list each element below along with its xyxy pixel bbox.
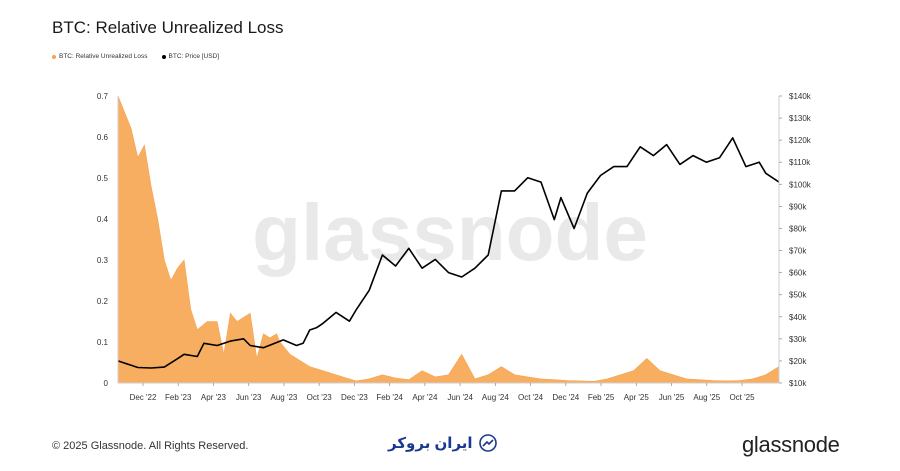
x-tick-label: Jun '23 <box>236 393 262 402</box>
y-left-tick-label: 0.4 <box>97 215 109 224</box>
x-tick-label: Dec '22 <box>130 393 157 402</box>
y-left-tick-label: 0.7 <box>97 92 109 101</box>
x-tick-label: Feb '23 <box>165 393 192 402</box>
x-tick-label: Oct '24 <box>518 393 544 402</box>
x-tick-label: Dec '23 <box>341 393 368 402</box>
brand-logo: glassnode <box>742 432 840 457</box>
y-right-tick-label: $50k <box>789 291 807 300</box>
y-left-tick-label: 0.3 <box>97 256 109 265</box>
series-btc-price-line <box>117 137 780 369</box>
copyright-text: © 2025 Glassnode. All Rights Reserved. <box>52 440 249 452</box>
chart-title: BTC: Relative Unrealized Loss <box>52 18 284 37</box>
y-right-tick-label: $20k <box>789 357 807 366</box>
y-left-tick-label: 0.2 <box>97 297 109 306</box>
x-tick-label: Aug '25 <box>693 393 720 402</box>
x-tick-label: Aug '23 <box>270 393 297 402</box>
y-right-tick-label: $10k <box>789 379 807 388</box>
y-left-tick-label: 0.1 <box>97 338 109 347</box>
x-tick-label: Oct '25 <box>729 393 755 402</box>
x-tick-label: Oct '23 <box>307 393 333 402</box>
y-right-tick-label: $100k <box>789 180 812 189</box>
y-right-tick-label: $40k <box>789 313 807 322</box>
y-left-tick-label: 0.5 <box>97 174 109 183</box>
legend-item-price[interactable]: BTC: Price [USD] <box>161 53 220 60</box>
x-tick-label: Jun '24 <box>447 393 473 402</box>
watermark: glassnode <box>252 188 648 277</box>
legend-item-loss[interactable]: BTC: Relative Unrealized Loss <box>52 53 148 60</box>
legend-dot-loss <box>52 54 56 59</box>
y-right-tick-label: $70k <box>789 247 807 256</box>
x-tick-label: Dec '24 <box>552 393 579 402</box>
x-tick-label: Apr '24 <box>412 393 438 402</box>
y-right-tick-label: $110k <box>789 158 811 167</box>
x-tick-label: Aug '24 <box>482 393 509 402</box>
y-right-tick-label: $140k <box>789 92 812 101</box>
legend-label-loss: BTC: Relative Unrealized Loss <box>59 53 148 60</box>
legend-dot-price <box>161 54 166 59</box>
x-tick-label: Feb '24 <box>376 393 403 402</box>
y-right-tick-label: $60k <box>789 269 807 278</box>
partner-logo: ایران بروکر <box>388 434 497 452</box>
y-left-tick-label: 0.6 <box>97 133 109 142</box>
x-tick-label: Jun '25 <box>659 393 685 402</box>
trend-arrow-icon <box>478 434 497 452</box>
y-right-tick-label: $90k <box>789 202 807 211</box>
y-right-tick-label: $80k <box>789 224 807 233</box>
y-right-tick-label: $30k <box>789 335 807 344</box>
legend-label-price: BTC: Price [USD] <box>168 53 220 60</box>
partner-name: ایران بروکر <box>388 435 473 452</box>
y-right-tick-label: $120k <box>789 136 812 145</box>
y-right-tick-label: $130k <box>789 114 812 123</box>
x-tick-label: Feb '25 <box>588 393 615 402</box>
y-left-tick-label: 0 <box>104 379 109 388</box>
x-tick-label: Apr '23 <box>201 393 227 402</box>
x-tick-label: Apr '25 <box>624 393 650 402</box>
legend: BTC: Relative Unrealized Loss BTC: Price… <box>52 53 219 60</box>
